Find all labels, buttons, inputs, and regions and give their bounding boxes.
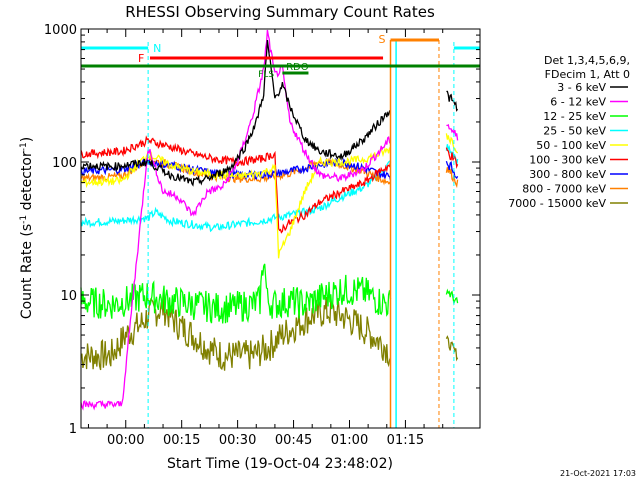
series-line-2 bbox=[80, 263, 392, 324]
footer-date: 21-Oct-2021 17:03 bbox=[560, 469, 636, 478]
legend-header-0: Det 1,3,4,5,6,9, bbox=[544, 54, 630, 67]
annotation-label-S: S bbox=[379, 33, 386, 46]
y-axis-label: Count Rate (s-1 detector-1) bbox=[19, 137, 35, 319]
series-late-segment-7 bbox=[445, 167, 459, 189]
y-axis-label-sup2: -1 bbox=[19, 142, 29, 151]
y-axis-label-suffix: ) bbox=[19, 137, 35, 142]
y-tick-label-0: 1 bbox=[69, 422, 77, 437]
series-late-segment-4 bbox=[445, 133, 459, 154]
x-tick-label-2: 00:30 bbox=[219, 433, 256, 448]
series-late-segment-2 bbox=[445, 288, 459, 306]
series-line-5 bbox=[80, 135, 392, 234]
series-line-3 bbox=[80, 159, 391, 233]
y-tick-label-1: 10 bbox=[60, 289, 77, 304]
x-tick-label-3: 00:45 bbox=[275, 433, 312, 448]
y-axis-label-mid: detector bbox=[19, 151, 35, 215]
x-tick-label-0: 00:00 bbox=[107, 433, 144, 448]
annotation-label-FLS: FLS bbox=[258, 70, 274, 80]
overlay-layer: NF S RDO FLS bbox=[81, 33, 480, 428]
series-late-segment-8 bbox=[445, 335, 459, 362]
legend-label-3: 25 - 50 keV bbox=[543, 125, 606, 138]
series-line-1 bbox=[80, 29, 392, 411]
x-tick-label-4: 01:00 bbox=[331, 433, 368, 448]
series-late-segment-5 bbox=[445, 147, 459, 169]
x-axis-label: Start Time (19-Oct-04 23:48:02) bbox=[167, 456, 393, 472]
legend-label-5: 100 - 300 keV bbox=[529, 154, 606, 167]
y-tick-label-3: 1000 bbox=[44, 23, 77, 38]
annotation-label-N: N bbox=[153, 42, 161, 55]
legend-label-6: 300 - 800 keV bbox=[529, 168, 606, 181]
axes-layer: 1 10 100 1000 00:00 00:15 00:30 00:45 01:00 01:15 bbox=[44, 23, 481, 448]
series-line-6 bbox=[80, 157, 392, 181]
legend-layer: Det 1,3,4,5,6,9,FDecim 1, Att 03 - 6 keV… bbox=[508, 54, 630, 210]
series-late-segment-6 bbox=[445, 160, 459, 180]
legend-label-1: 6 - 12 keV bbox=[550, 96, 606, 109]
annotation-label-F: F bbox=[138, 52, 144, 65]
x-tick-label-5: 01:15 bbox=[387, 433, 424, 448]
y-axis-label-prefix: Count Rate (s bbox=[19, 224, 35, 319]
series-line-8 bbox=[80, 294, 392, 371]
legend-label-4: 50 - 100 keV bbox=[536, 139, 606, 152]
series-late-segment-0 bbox=[446, 90, 459, 112]
plot-frame bbox=[80, 28, 481, 429]
legend-label-8: 7000 - 15000 keV bbox=[508, 197, 606, 210]
data-layer bbox=[80, 29, 459, 411]
series-late-segment-1 bbox=[446, 123, 459, 141]
annotation-label-RDO: RDO bbox=[286, 62, 309, 73]
legend-label-0: 3 - 6 keV bbox=[557, 81, 606, 94]
y-tick-label-2: 100 bbox=[52, 156, 77, 171]
x-tick-label-1: 00:15 bbox=[163, 433, 200, 448]
legend-header-1: FDecim 1, Att 0 bbox=[545, 68, 630, 81]
series-line-4 bbox=[80, 147, 392, 259]
chart-title: RHESSI Observing Summary Count Rates bbox=[125, 3, 435, 21]
legend-label-7: 800 - 7000 keV bbox=[522, 183, 606, 196]
series-line-0 bbox=[80, 40, 391, 187]
y-axis-label-sup: -1 bbox=[19, 215, 29, 224]
legend-label-2: 12 - 25 keV bbox=[543, 110, 606, 123]
